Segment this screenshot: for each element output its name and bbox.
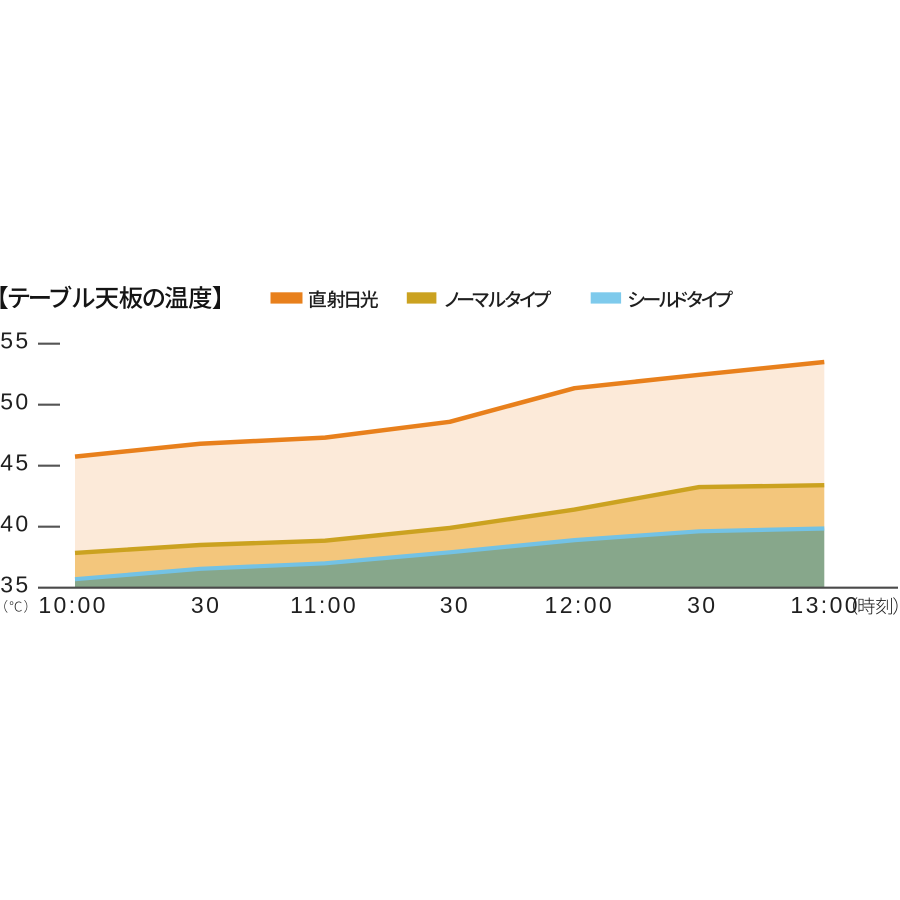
svg-text:30: 30 <box>440 592 470 618</box>
svg-text:10:00: 10:00 <box>38 592 108 618</box>
svg-text:50: 50 <box>0 389 30 415</box>
svg-text:13:00: 13:00 <box>790 592 860 618</box>
svg-text:12:00: 12:00 <box>545 592 615 618</box>
svg-text:45: 45 <box>0 450 30 476</box>
svg-text:11:00: 11:00 <box>290 592 358 618</box>
svg-text:30: 30 <box>191 592 221 618</box>
svg-text:30: 30 <box>687 592 717 618</box>
svg-text:35: 35 <box>0 572 30 598</box>
svg-text:55: 55 <box>0 328 30 354</box>
svg-text:40: 40 <box>0 511 30 537</box>
